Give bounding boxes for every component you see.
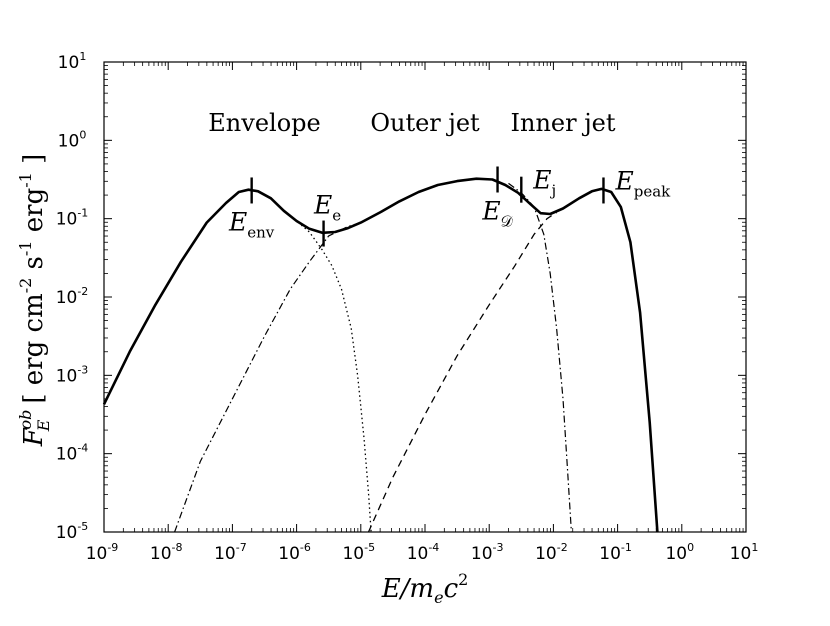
- y-axis-title-mid: s: [19, 256, 49, 278]
- x-tick-base: 10: [342, 544, 364, 564]
- series-total: [102, 177, 659, 533]
- y-axis-title-exp2: -1: [16, 240, 35, 256]
- y-tick-label: 10-5: [56, 520, 89, 543]
- x-tick-exp: -2: [557, 541, 568, 554]
- marker-label-main: E: [614, 166, 633, 195]
- marker-label-sub: env: [247, 223, 275, 241]
- axis-ticks: 10-9 10-8 10-7 10-6 10-5 10-4 10-3 10-2 10-1 100 1…: [56, 50, 759, 564]
- y-tick-exp: -4: [77, 442, 88, 455]
- y-tick-exp: 1: [79, 50, 86, 63]
- y-tick-base: 10: [58, 53, 80, 73]
- y-tick-label: 10-1: [56, 207, 89, 230]
- series-outer-jet-tail: [508, 182, 572, 533]
- x-tick-base: 10: [150, 544, 172, 564]
- x-tick-label: 10-3: [471, 541, 504, 564]
- x-tick-base: 10: [665, 544, 687, 564]
- x-tick-base: 10: [86, 544, 108, 564]
- marker-label: Ee: [313, 191, 341, 225]
- y-tick-label: 10-4: [56, 442, 89, 465]
- y-tick-base: 10: [56, 288, 78, 308]
- marker-label-sub: e: [332, 207, 341, 225]
- marker-label: Ej: [532, 166, 556, 200]
- x-tick-label: 101: [730, 541, 759, 564]
- y-tick-label: 10-3: [56, 363, 89, 386]
- x-tick-label: 10-7: [214, 541, 247, 564]
- x-tick-exp: 0: [687, 541, 694, 554]
- x-tick-label: 10-4: [407, 541, 440, 564]
- x-tick-base: 10: [471, 544, 493, 564]
- x-tick-base: 10: [535, 544, 557, 564]
- y-tick-exp: -1: [77, 207, 88, 220]
- series-layer: [102, 177, 659, 533]
- x-tick-exp: -3: [493, 541, 504, 554]
- x-axis-title-sub: e: [434, 588, 443, 607]
- region-label: Inner jet: [511, 109, 616, 137]
- series-outer-jet: [174, 222, 361, 533]
- x-tick-exp: -8: [172, 541, 183, 554]
- marker-label: Epeak: [614, 166, 671, 200]
- x-axis-title-sup: 2: [458, 570, 468, 589]
- y-axis-title-close: ]: [19, 154, 49, 172]
- y-tick-base: 10: [56, 210, 78, 230]
- x-axis-title-main: E/m: [381, 574, 434, 604]
- x-tick-label: 10-5: [342, 541, 375, 564]
- marker-label-sub: j: [550, 182, 557, 200]
- y-tick-label: 100: [58, 128, 87, 151]
- y-tick-base: 10: [56, 523, 78, 543]
- y-tick-exp: -3: [77, 363, 88, 376]
- y-axis-title-symbol: F: [19, 427, 49, 447]
- series-inner-jet: [367, 211, 557, 533]
- region-labels: Envelope Outer jet Inner jet: [208, 109, 616, 137]
- x-tick-label: 10-1: [599, 541, 632, 564]
- x-tick-label: 100: [665, 541, 694, 564]
- y-tick-base: 10: [56, 445, 78, 465]
- x-tick-label: 10-9: [86, 541, 119, 564]
- y-tick-exp: -2: [77, 285, 88, 298]
- x-tick-base: 10: [407, 544, 429, 564]
- y-tick-base: 10: [58, 131, 80, 151]
- region-label: Outer jet: [370, 109, 480, 137]
- x-tick-exp: -7: [236, 541, 247, 554]
- marker-label-main: E: [532, 166, 551, 195]
- marker-label-main: E: [313, 191, 332, 220]
- x-tick-exp: -4: [428, 541, 439, 554]
- y-axis-title-sup: ob: [16, 410, 35, 430]
- marker-label: E𝒟: [481, 197, 512, 231]
- x-tick-exp: -5: [364, 541, 375, 554]
- x-tick-base: 10: [278, 544, 300, 564]
- x-tick-base: 10: [599, 544, 621, 564]
- marker-label-sub: 𝒟: [501, 213, 513, 231]
- y-tick-base: 10: [56, 366, 78, 386]
- y-axis-title-sub: E: [34, 419, 53, 432]
- x-tick-exp: 1: [751, 541, 758, 554]
- x-tick-label: 10-2: [535, 541, 568, 564]
- y-axis-title-exp1: -2: [16, 278, 35, 294]
- x-axis-title-tail: c: [444, 574, 459, 604]
- y-tick-label: 101: [58, 50, 87, 73]
- x-tick-exp: -9: [107, 541, 118, 554]
- marker-label-main: E: [481, 197, 500, 226]
- x-tick-exp: -6: [300, 541, 311, 554]
- x-axis-title: E/mec2: [381, 570, 469, 607]
- x-tick-base: 10: [730, 544, 752, 564]
- y-tick-exp: -5: [77, 520, 88, 533]
- y-tick-exp: 0: [79, 128, 86, 141]
- marker-label-main: E: [228, 207, 247, 236]
- y-axis-title-units: [ erg cm: [19, 293, 49, 403]
- x-tick-label: 10-8: [150, 541, 183, 564]
- marker-label-sub: peak: [634, 182, 671, 200]
- x-tick-exp: -1: [621, 541, 632, 554]
- x-tick-label: 10-6: [278, 541, 311, 564]
- x-tick-base: 10: [214, 544, 236, 564]
- y-axis-title: FEob[ erg cm-2 s-1 erg-1 ]: [16, 154, 53, 448]
- y-axis-title-mid2: erg: [19, 188, 49, 241]
- series-envelope: [283, 210, 372, 533]
- region-label: Envelope: [208, 109, 320, 137]
- y-axis-title-exp3: -1: [16, 172, 35, 188]
- marker-label: Eenv: [228, 207, 275, 241]
- y-tick-label: 10-2: [56, 285, 89, 308]
